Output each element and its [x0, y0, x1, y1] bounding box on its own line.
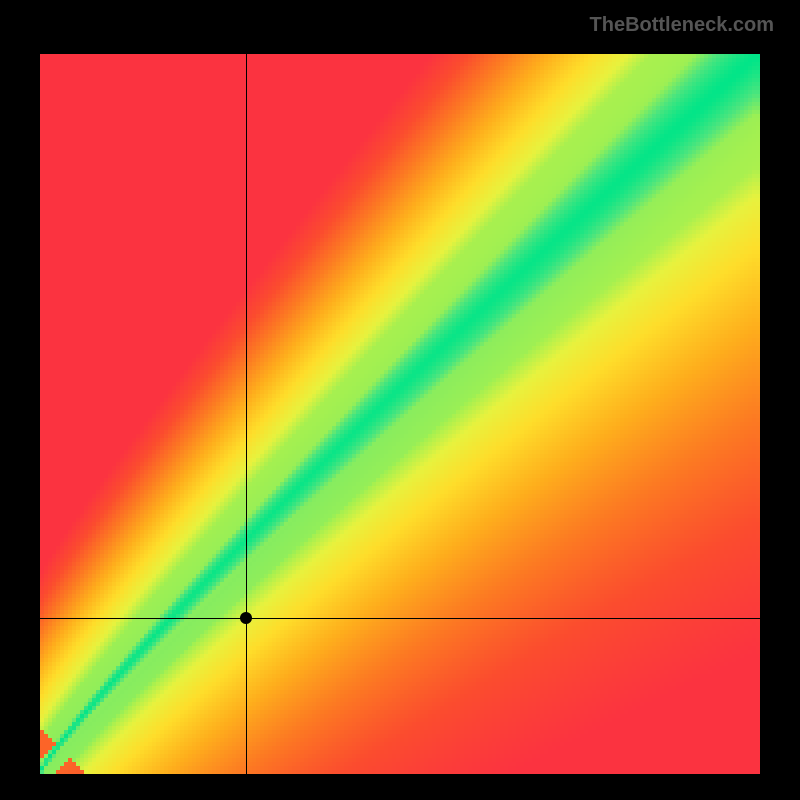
- watermark-text: TheBottleneck.com: [590, 14, 774, 37]
- heatmap-canvas: [40, 54, 760, 774]
- heatmap-plot: [40, 54, 760, 774]
- crosshair-horizontal: [40, 618, 760, 619]
- data-point-marker: [240, 612, 252, 624]
- crosshair-vertical: [246, 54, 247, 774]
